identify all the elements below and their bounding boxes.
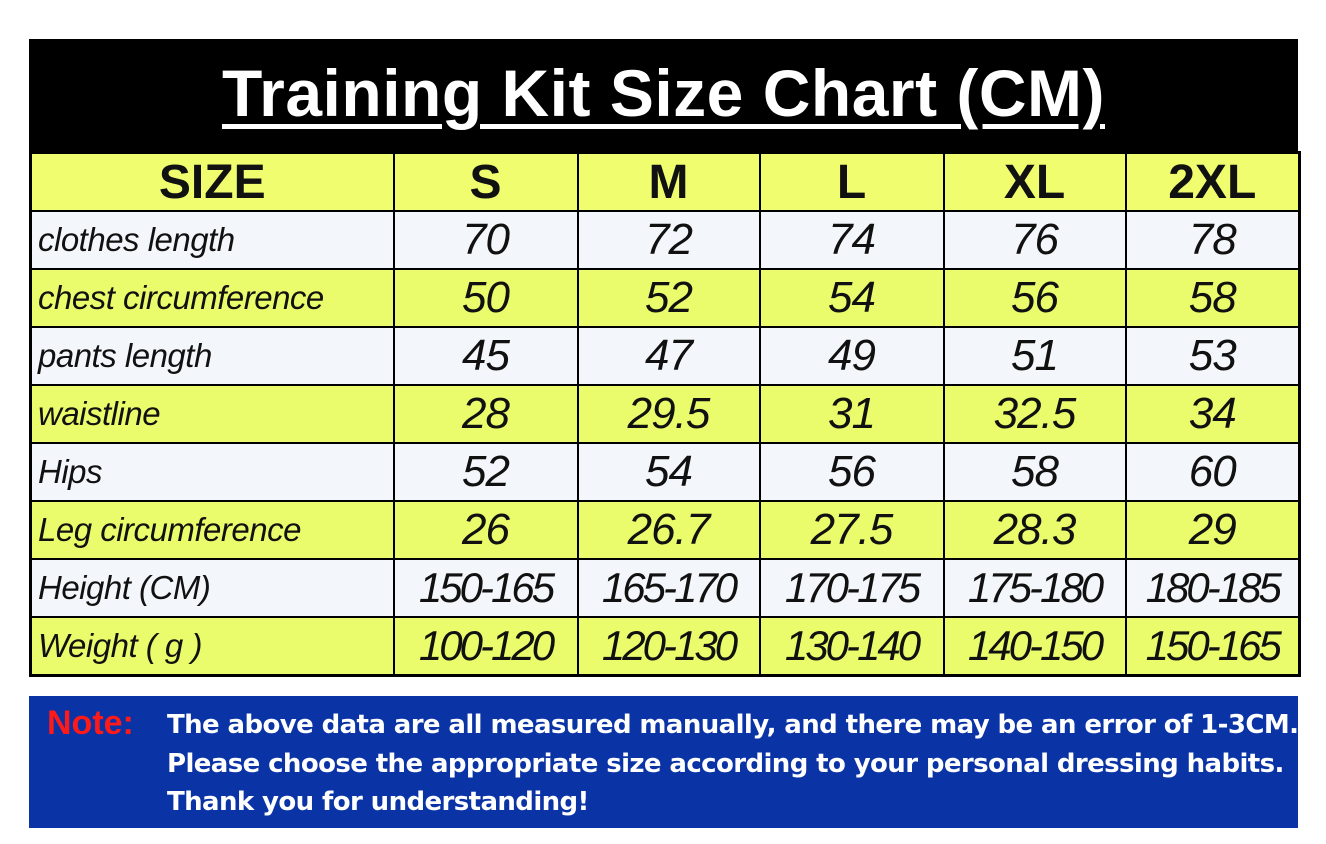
table-cell: 28 <box>392 384 579 444</box>
table-cell: 58 <box>942 442 1127 502</box>
table-cell: 34 <box>1124 384 1301 444</box>
table-cell: 27.5 <box>758 500 945 560</box>
table-row: pants length 45 47 49 51 53 <box>29 326 1301 386</box>
row-label: pants length <box>29 326 395 386</box>
table-cell: 53 <box>1124 326 1301 386</box>
table-row: Height (CM) 150-165 165-170 170-175 175-… <box>29 558 1301 618</box>
table-row: chest circumference 50 52 54 56 58 <box>29 268 1301 328</box>
table-cell: 72 <box>576 210 761 270</box>
note-line: Thank you for understanding! <box>167 787 589 817</box>
row-label: waistline <box>29 384 395 444</box>
size-chart: Training Kit Size Chart (CM) SIZE S M L … <box>29 39 1301 828</box>
table-cell: 120-130 <box>576 616 761 677</box>
table-cell: 74 <box>758 210 945 270</box>
table-cell: 31 <box>758 384 945 444</box>
table-row: clothes length 70 72 74 76 78 <box>29 210 1301 270</box>
table-cell: 51 <box>942 326 1127 386</box>
table-cell: 54 <box>576 442 761 502</box>
table-cell: 45 <box>392 326 579 386</box>
table-cell: 56 <box>758 442 945 502</box>
table-cell: 140-150 <box>942 616 1127 677</box>
note-label: Note: <box>47 704 134 742</box>
table-cell: 50 <box>392 268 579 328</box>
table-cell: 180-185 <box>1124 558 1301 618</box>
table-cell: 150-165 <box>392 558 579 618</box>
table-cell: 54 <box>758 268 945 328</box>
table-cell: 100-120 <box>392 616 579 677</box>
table-cell: 60 <box>1124 442 1301 502</box>
table-header-row: SIZE S M L XL 2XL <box>29 151 1301 212</box>
table-cell: 130-140 <box>758 616 945 677</box>
table-row: waistline 28 29.5 31 32.5 34 <box>29 384 1301 444</box>
header-cell-s: S <box>392 151 579 212</box>
header-cell-size: SIZE <box>29 151 395 212</box>
table-cell: 52 <box>392 442 579 502</box>
table-row: Leg circumference 26 26.7 27.5 28.3 29 <box>29 500 1301 560</box>
row-label: Weight ( g ) <box>29 616 395 677</box>
table-row: Weight ( g ) 100-120 120-130 130-140 140… <box>29 616 1301 677</box>
table-cell: 150-165 <box>1124 616 1301 677</box>
table-cell: 29.5 <box>576 384 761 444</box>
table-cell: 28.3 <box>942 500 1127 560</box>
table-cell: 26.7 <box>576 500 761 560</box>
size-table: SIZE S M L XL 2XL clothes length 70 72 7… <box>29 151 1301 677</box>
header-cell-m: M <box>576 151 761 212</box>
row-label: Height (CM) <box>29 558 395 618</box>
table-cell: 165-170 <box>576 558 761 618</box>
table-cell: 175-180 <box>942 558 1127 618</box>
table-cell: 49 <box>758 326 945 386</box>
note-line: Please choose the appropriate size accor… <box>167 749 1284 779</box>
table-cell: 26 <box>392 500 579 560</box>
table-cell: 56 <box>942 268 1127 328</box>
row-label: Leg circumference <box>29 500 395 560</box>
row-label: clothes length <box>29 210 395 270</box>
table-cell: 58 <box>1124 268 1301 328</box>
header-cell-xl: XL <box>942 151 1127 212</box>
table-cell: 78 <box>1124 210 1301 270</box>
page-title: Training Kit Size Chart (CM) <box>221 56 1106 130</box>
title-bar: Training Kit Size Chart (CM) <box>29 39 1298 151</box>
table-cell: 76 <box>942 210 1127 270</box>
table-cell: 32.5 <box>942 384 1127 444</box>
header-cell-l: L <box>758 151 945 212</box>
header-cell-2xl: 2XL <box>1124 151 1301 212</box>
note-line: The above data are all measured manually… <box>167 710 1299 740</box>
row-label: Hips <box>29 442 395 502</box>
table-cell: 170-175 <box>758 558 945 618</box>
table-cell: 52 <box>576 268 761 328</box>
table-cell: 29 <box>1124 500 1301 560</box>
row-label: chest circumference <box>29 268 395 328</box>
table-cell: 70 <box>392 210 579 270</box>
table-cell: 47 <box>576 326 761 386</box>
table-row: Hips 52 54 56 58 60 <box>29 442 1301 502</box>
note-box: Note: The above data are all measured ma… <box>29 693 1299 828</box>
